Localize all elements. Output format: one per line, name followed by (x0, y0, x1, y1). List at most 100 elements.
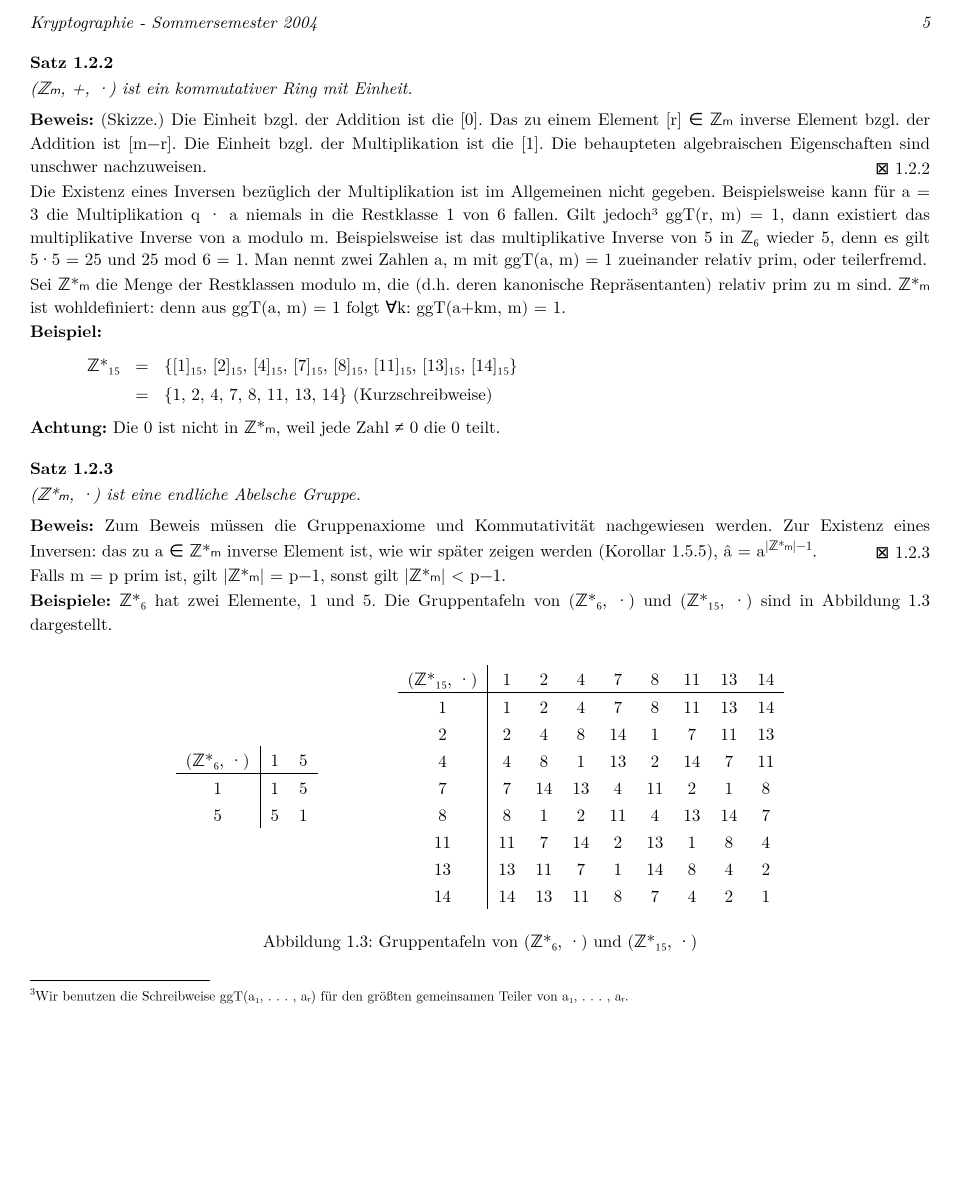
header-left: Kryptographie - Sommersemester 2004 (30, 10, 317, 33)
table-cell: 4 (488, 747, 526, 774)
beispiele-text: ℤ*₆ hat zwei Elemente, 1 und 5. Die Grup… (30, 587, 930, 635)
group-tables: (ℤ*₆, ·)15115551 (ℤ*₁₅, ·)12478111314112… (30, 665, 930, 908)
table-cell: 14 (525, 774, 562, 801)
table-cell: 8 (488, 801, 526, 828)
table-cell: 4 (636, 801, 673, 828)
table-cell: 13 (525, 882, 562, 909)
table-cell: 11 (636, 774, 673, 801)
eq-lhs: ℤ*₁₅ (80, 353, 132, 376)
table-row-header: 13 (398, 855, 488, 882)
table-row-header: 4 (398, 747, 488, 774)
table-cell: 1 (599, 855, 636, 882)
table-cell: 11 (747, 747, 784, 774)
beweis-1-label: Beweis: (30, 107, 94, 131)
table-cell: 2 (673, 774, 710, 801)
table-cell: 1 (488, 693, 526, 720)
table-col-header: 13 (710, 665, 747, 692)
table-cell: 8 (673, 855, 710, 882)
table-cell: 1 (525, 801, 562, 828)
table-cell: 1 (636, 720, 673, 747)
table-cell: 14 (562, 828, 599, 855)
table-row-header: 7 (398, 774, 488, 801)
table-row-header: 2 (398, 720, 488, 747)
table-cell: 14 (710, 801, 747, 828)
table-cell: 2 (710, 882, 747, 909)
table-cell: 13 (562, 774, 599, 801)
table-cell: 4 (562, 693, 599, 720)
table-cell: 11 (488, 828, 526, 855)
footnote-rule (30, 980, 210, 981)
table-cell: 11 (599, 801, 636, 828)
beispiele-label: Beispiele: (30, 588, 111, 612)
equation-z15: ℤ*₁₅ = {[1]₁₅, [2]₁₅, [4]₁₅, [7]₁₅, [8]₁… (80, 353, 930, 405)
beweis-2-exp: |ℤ*ₘ|−1 (765, 536, 812, 554)
table-z6: (ℤ*₆, ·)15115551 (176, 746, 318, 828)
table-col-header: 7 (599, 665, 636, 692)
table-cell: 5 (289, 773, 318, 800)
table-cell: 4 (747, 828, 784, 855)
table-cell: 7 (747, 801, 784, 828)
footnote-text: Wir benutzen die Schreibweise ggT(a₁, . … (35, 985, 628, 1004)
paragraph-zstar-def: Sei ℤ*ₘ die Menge der Restklassen modulo… (30, 272, 930, 318)
table-cell: 8 (710, 828, 747, 855)
table-col-header: 14 (747, 665, 784, 692)
table-cell: 1 (710, 774, 747, 801)
table-row-header: 14 (398, 882, 488, 909)
table-cell: 11 (525, 855, 562, 882)
table-col-header: 11 (673, 665, 710, 692)
table-cell: 2 (562, 801, 599, 828)
table-cell: 1 (673, 828, 710, 855)
table-col-header: 1 (260, 746, 289, 773)
beweis-2-label: Beweis: (30, 513, 94, 537)
paragraph-prim: Falls m = p prim ist, gilt |ℤ*ₘ| = p−1, … (30, 563, 930, 586)
table-cell: 14 (599, 720, 636, 747)
table-cell: 14 (673, 747, 710, 774)
table-cell: 11 (710, 720, 747, 747)
table-cell: 13 (710, 693, 747, 720)
table-cell: 2 (636, 747, 673, 774)
table-cell: 4 (673, 882, 710, 909)
page-header: Kryptographie - Sommersemester 2004 5 (30, 10, 930, 33)
table-cell: 4 (599, 774, 636, 801)
table-col-header: 1 (488, 665, 526, 692)
figure-caption: Abbildung 1.3: Gruppentafeln von (ℤ*₆, ·… (30, 929, 930, 952)
table-cell: 2 (525, 693, 562, 720)
satz-1-2-2-statement: (ℤₘ, +, ·) ist ein kommutativer Ring mit… (30, 76, 930, 99)
table-row-header: 1 (176, 773, 260, 800)
table-row-header: 5 (176, 801, 260, 828)
table-cell: 7 (636, 882, 673, 909)
table-cell: 4 (525, 720, 562, 747)
table-col-header: 2 (525, 665, 562, 692)
table-cell: 14 (488, 882, 526, 909)
table-cell: 13 (599, 747, 636, 774)
table-cell: 11 (673, 693, 710, 720)
table-cell: 14 (636, 855, 673, 882)
beweis-2: Beweis: Zum Beweis müssen die Gruppenaxi… (30, 513, 930, 562)
table-corner: (ℤ*₁₅, ·) (398, 665, 488, 692)
table-cell: 4 (710, 855, 747, 882)
table-cell: 8 (636, 693, 673, 720)
table-cell: 7 (710, 747, 747, 774)
table-cell: 7 (488, 774, 526, 801)
table-cell: 13 (488, 855, 526, 882)
table-cell: 7 (673, 720, 710, 747)
paragraph-inverse: Die Existenz eines Inversen bezüglich de… (30, 179, 930, 271)
table-corner: (ℤ*₆, ·) (176, 746, 260, 773)
table-cell: 5 (260, 801, 289, 828)
table-cell: 7 (525, 828, 562, 855)
beispiel-label: Beispiel: (30, 320, 930, 343)
table-cell: 13 (747, 720, 784, 747)
table-cell: 2 (488, 720, 526, 747)
table-cell: 8 (525, 747, 562, 774)
table-cell: 7 (562, 855, 599, 882)
table-cell: 13 (636, 828, 673, 855)
table-row-header: 11 (398, 828, 488, 855)
table-row-header: 1 (398, 693, 488, 720)
page-number: 5 (921, 10, 930, 33)
table-cell: 7 (599, 693, 636, 720)
table-col-header: 8 (636, 665, 673, 692)
table-row-header: 8 (398, 801, 488, 828)
eq-line1: {[1]₁₅, [2]₁₅, [4]₁₅, [7]₁₅, [8]₁₅, [11]… (164, 353, 518, 376)
satz-1-2-3-statement: (ℤ*ₘ, ·) ist eine endliche Abelsche Grup… (30, 482, 930, 505)
beispiele-line: Beispiele: ℤ*₆ hat zwei Elemente, 1 und … (30, 588, 930, 635)
